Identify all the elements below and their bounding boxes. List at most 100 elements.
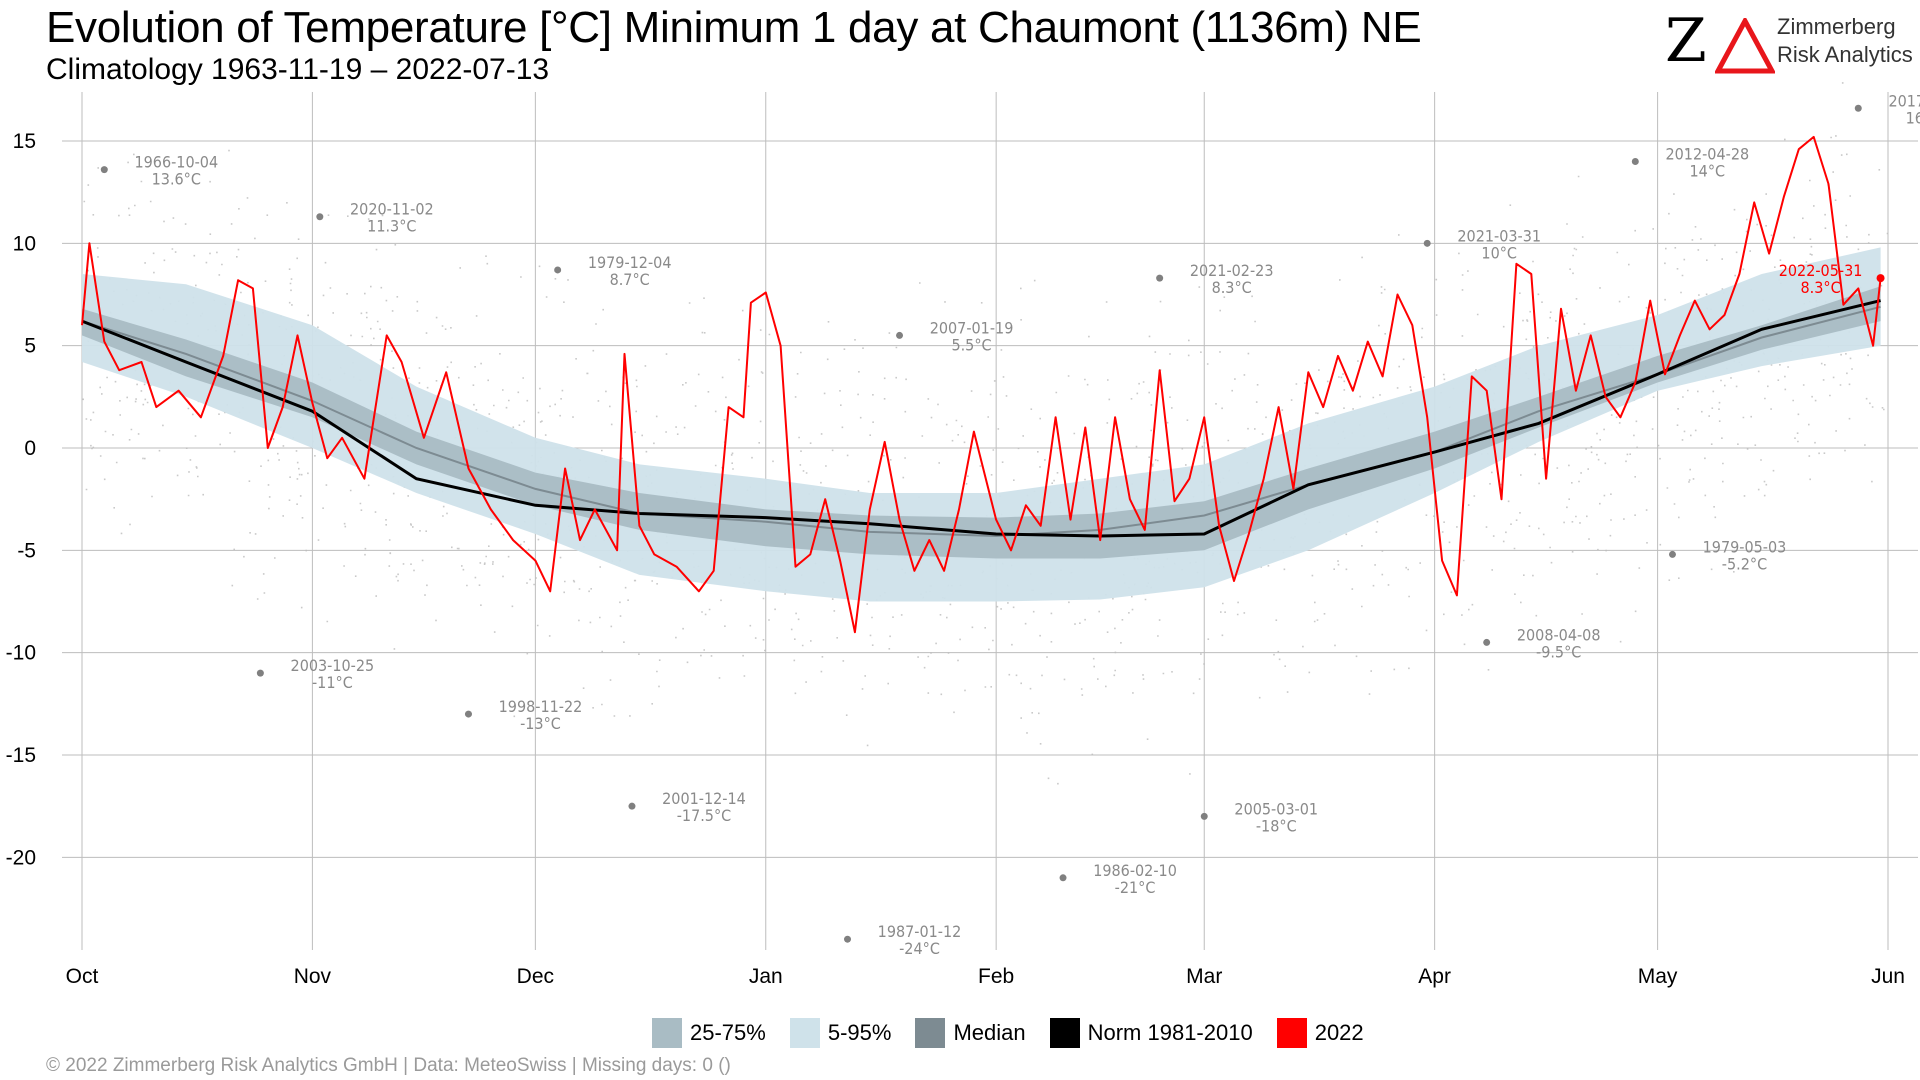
record-value-label: -9.5°C: [1536, 642, 1581, 661]
record-value-label: -18°C: [1256, 816, 1297, 835]
legend-swatch: [1276, 1018, 1307, 1048]
band-25-75: [82, 286, 1881, 559]
record-date-label: 2003-10-25: [291, 656, 375, 675]
legend-swatch: [789, 1018, 820, 1048]
y-tick-label: 0: [24, 437, 36, 460]
record-value-label: 13.6°C: [152, 170, 201, 189]
record-date-label: 2007-01-19: [930, 318, 1014, 337]
legend: 25-75% 5-95% Median Norm 1981-2010 2022: [652, 1016, 1374, 1050]
x-tick-label: Mar: [1186, 965, 1222, 988]
legend-label: 2022: [1314, 1020, 1364, 1045]
percentile-bands: [82, 247, 1881, 602]
record-date-label: 1987-01-12: [878, 922, 962, 941]
y-tick-label: -10: [6, 642, 36, 665]
record-point: [1059, 874, 1067, 882]
y-axis: 15 10 5 0 -5 -10 -15 -20: [6, 130, 36, 869]
legend-swatch: [652, 1018, 682, 1048]
band-5-95: [82, 247, 1881, 602]
record-value-label: -21°C: [1115, 878, 1156, 897]
legend-label: 25-75%: [690, 1020, 766, 1045]
y-tick-label: 10: [13, 232, 36, 255]
legend-item-median: Median: [915, 1018, 1026, 1048]
record-point: [1483, 638, 1491, 646]
record-date-label: 1998-11-22: [499, 697, 583, 716]
series-lines: [81, 135, 1882, 634]
series-2022-line: [81, 135, 1882, 634]
record-date-label: 2008-04-08: [1517, 625, 1601, 644]
record-value-label: 8.7°C: [610, 270, 650, 289]
legend-item-5-95: 5-95%: [789, 1018, 892, 1048]
legend-item-2022: 2022: [1276, 1018, 1364, 1048]
record-point: [554, 266, 562, 274]
median-line: [81, 305, 1881, 538]
record-date-label: 2012-04-28: [1665, 144, 1749, 163]
record-point: [464, 710, 472, 718]
logo-text-line1: Zimmerberg: [1777, 14, 1896, 39]
legend-swatch: [1049, 1018, 1080, 1048]
record-point: [1156, 274, 1164, 282]
record-point: [628, 802, 636, 810]
legend-item-25-75: 25-75%: [652, 1018, 766, 1048]
record-date-label: 1979-05-03: [1703, 537, 1787, 556]
y-tick-label: -5: [17, 539, 36, 562]
record-date-label: 2021-03-31: [1457, 226, 1541, 245]
record-date-label: 1966-10-04: [134, 153, 218, 172]
record-date-label: 1986-02-10: [1093, 861, 1177, 880]
x-tick-label: Apr: [1418, 965, 1451, 988]
current-date-label: 2022-05-31: [1779, 261, 1863, 280]
record-point: [256, 669, 264, 677]
record-date-label: 2020-11-02: [350, 200, 434, 219]
record-point: [1423, 239, 1431, 247]
record-value-label: 5.5°C: [951, 335, 991, 354]
y-tick-label: 15: [13, 130, 36, 153]
record-value-label: -17.5°C: [677, 806, 731, 825]
chart-subtitle: Climatology 1963-11-19 – 2022-07-13: [46, 53, 550, 86]
current-point: [1876, 274, 1885, 283]
record-point: [1668, 550, 1676, 558]
record-value-label: -5.2°C: [1722, 554, 1767, 573]
footer-credits: © 2022 Zimmerberg Risk Analytics GmbH | …: [46, 1055, 731, 1076]
record-value-label: -13°C: [520, 714, 561, 733]
grid-lines: [62, 92, 1918, 950]
x-tick-label: Jun: [1871, 965, 1905, 988]
record-point: [844, 935, 852, 943]
legend-swatch: [915, 1018, 946, 1048]
record-value-label: 10°C: [1481, 243, 1517, 262]
record-value-label: 11.3°C: [367, 217, 416, 236]
record-point: [316, 213, 324, 221]
legend-label: Median: [953, 1020, 1026, 1045]
record-date-label: 2021-02-23: [1190, 261, 1274, 280]
chart-title: Evolution of Temperature [°C] Minimum 1 …: [46, 3, 1422, 52]
record-value-label: -11°C: [312, 673, 353, 692]
x-tick-label: Oct: [66, 965, 99, 988]
record-value-label: 14°C: [1690, 161, 1726, 180]
y-tick-label: -20: [6, 846, 36, 869]
record-point: [1854, 104, 1862, 112]
x-tick-label: Jan: [749, 965, 783, 988]
y-tick-label: -15: [6, 744, 36, 767]
record-date-label: 2005-03-01: [1234, 799, 1318, 818]
y-tick-label: 5: [24, 335, 36, 358]
record-point: [100, 166, 108, 174]
x-tick-label: May: [1638, 965, 1678, 988]
current-value-label: 8.3°C: [1800, 278, 1840, 297]
record-point: [1200, 812, 1208, 820]
record-date-label: 2017-05-28: [1888, 91, 1920, 110]
record-value-label: 8.3°C: [1212, 278, 1252, 297]
record-point: [1631, 157, 1639, 165]
x-axis: Oct Nov Dec Jan Feb Mar Apr May Jun: [66, 965, 1905, 988]
record-point: [896, 331, 904, 339]
legend-item-norm: Norm 1981-2010: [1049, 1018, 1253, 1048]
x-tick-label: Dec: [517, 965, 554, 988]
x-tick-label: Nov: [294, 965, 332, 988]
record-date-label: 2001-12-14: [662, 789, 746, 808]
logo-mark: Z: [1665, 6, 1707, 76]
logo-triangle-icon: [1715, 18, 1775, 74]
logo-text-line2: Risk Analytics: [1777, 42, 1913, 67]
norm-line: [81, 299, 1881, 538]
legend-label: 5-95%: [827, 1020, 892, 1045]
record-value-label: -24°C: [899, 939, 940, 958]
company-logo: Z Zimmerberg Risk Analytics: [1665, 8, 1913, 74]
